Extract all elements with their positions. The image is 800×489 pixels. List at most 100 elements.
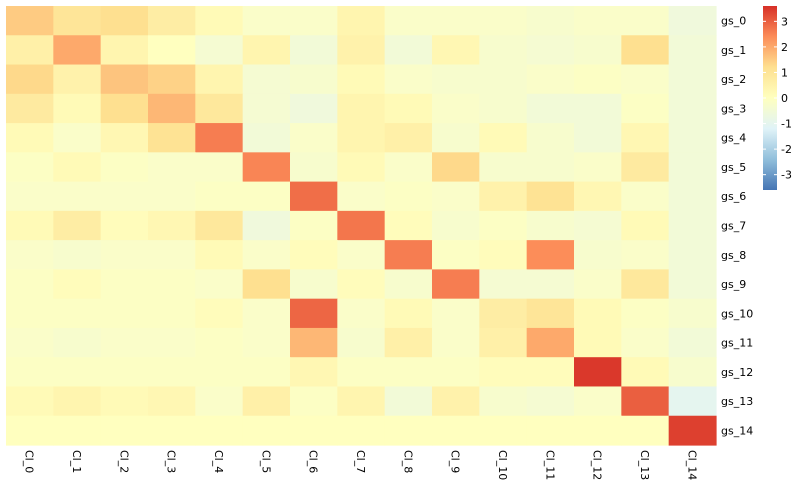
- heatmap-cell: [53, 123, 102, 153]
- heatmap-cell: [574, 327, 622, 358]
- heatmap-cell: [242, 240, 291, 270]
- heatmap-cell: [148, 298, 196, 329]
- heatmap-cell: [479, 93, 528, 124]
- heatmap-cell: [100, 210, 149, 241]
- heatmap-cell: [337, 415, 386, 446]
- heatmap-cell: [668, 152, 717, 183]
- heatmap-cell: [621, 386, 670, 417]
- heatmap-cell: [148, 240, 196, 270]
- heatmap-cell: [100, 357, 149, 388]
- colorbar-tick-label: -2: [781, 143, 792, 156]
- heatmap-cell: [242, 123, 291, 153]
- heatmap-cell: [148, 6, 196, 36]
- heatmap-cell: [6, 6, 54, 36]
- heatmap-cell: [53, 386, 102, 417]
- heatmap-cell: [668, 357, 717, 388]
- heatmap-cell: [574, 93, 622, 124]
- heatmap-cell: [6, 181, 54, 212]
- heatmap-cell: [100, 35, 149, 66]
- heatmap-cell: [100, 181, 149, 212]
- heatmap-cell: [148, 64, 196, 95]
- heatmap-cell: [526, 210, 575, 241]
- heatmap-cell: [6, 269, 54, 300]
- colorbar-tick-label: 0: [781, 92, 788, 105]
- heatmap-cell: [432, 6, 480, 36]
- column-labels: Cl_0 Cl_1 Cl_2 Cl_3 Cl_4 Cl_5 Cl_6 Cl_7 Cl_8 Cl_9…: [23, 450, 699, 480]
- column-label: Cl_4: [212, 450, 225, 473]
- heatmap-cell: [242, 93, 291, 124]
- heatmap-cell: [432, 123, 480, 153]
- heatmap-cell: [290, 415, 338, 446]
- heatmap-cell: [432, 210, 480, 241]
- heatmap-cell: [621, 93, 670, 124]
- heatmap-cell: [384, 386, 433, 417]
- heatmap-cell: [148, 415, 196, 446]
- heatmap-cell: [290, 210, 338, 241]
- heatmap-cell: [432, 35, 480, 66]
- heatmap-cell: [479, 386, 528, 417]
- heatmap-cell: [479, 240, 528, 270]
- heatmap-cell: [574, 269, 622, 300]
- heatmap-cell: [526, 240, 575, 270]
- row-label: gs_11: [721, 337, 753, 350]
- heatmap-cell: [290, 386, 338, 417]
- heatmap-cell: [526, 152, 575, 183]
- heatmap-cell: [384, 210, 433, 241]
- heatmap-cell: [384, 298, 433, 329]
- heatmap-cell: [6, 123, 54, 153]
- heatmap-cell: [526, 35, 575, 66]
- heatmap-cell: [668, 123, 717, 153]
- heatmap-cell: [574, 35, 622, 66]
- heatmap-cell: [668, 386, 717, 417]
- heatmap-cell: [574, 240, 622, 270]
- heatmap-cell: [290, 152, 338, 183]
- heatmap-cell: [290, 93, 338, 124]
- heatmap-cell: [479, 35, 528, 66]
- heatmap-cell: [337, 210, 386, 241]
- heatmap-cell: [384, 240, 433, 270]
- heatmap-cell: [668, 6, 717, 36]
- heatmap-cell: [479, 64, 528, 95]
- row-label: gs_8: [721, 249, 746, 262]
- row-label: gs_9: [721, 278, 746, 291]
- heatmap-cell: [526, 64, 575, 95]
- heatmap-cell: [574, 6, 622, 36]
- heatmap-cell: [195, 240, 244, 270]
- heatmap-cell: [242, 386, 291, 417]
- heatmap-cell: [574, 415, 622, 446]
- heatmap-cell: [526, 181, 575, 212]
- column-label: Cl_13: [638, 450, 651, 480]
- column-label: Cl_5: [259, 450, 272, 473]
- heatmap-cell: [242, 298, 291, 329]
- heatmap-cell: [432, 386, 480, 417]
- row-label: gs_12: [721, 366, 753, 379]
- heatmap-cell: [668, 240, 717, 270]
- row-label: gs_7: [721, 220, 746, 233]
- heatmap-cell: [337, 6, 386, 36]
- heatmap-cell: [337, 298, 386, 329]
- heatmap-cell: [242, 327, 291, 358]
- row-label: gs_2: [721, 73, 746, 86]
- heatmap-cell: [6, 152, 54, 183]
- heatmap-cell: [53, 298, 102, 329]
- heatmap-cell: [526, 357, 575, 388]
- heatmap-cell: [100, 123, 149, 153]
- heatmap-cell: [621, 123, 670, 153]
- heatmap-cell: [100, 152, 149, 183]
- heatmap-cell: [432, 298, 480, 329]
- heatmap-cell: [668, 269, 717, 300]
- heatmap-cell: [6, 298, 54, 329]
- heatmap-cell: [526, 6, 575, 36]
- heatmap-cell: [290, 6, 338, 36]
- heatmap-cell: [384, 269, 433, 300]
- heatmap-cell: [432, 357, 480, 388]
- heatmap-cell: [195, 327, 244, 358]
- heatmap-cell: [337, 181, 386, 212]
- heatmap-cell: [53, 210, 102, 241]
- heatmap-cell: [479, 181, 528, 212]
- heatmap-cell: [479, 123, 528, 153]
- heatmap-cell: [526, 93, 575, 124]
- heatmap-cell: [337, 357, 386, 388]
- column-label: Cl_0: [23, 450, 36, 473]
